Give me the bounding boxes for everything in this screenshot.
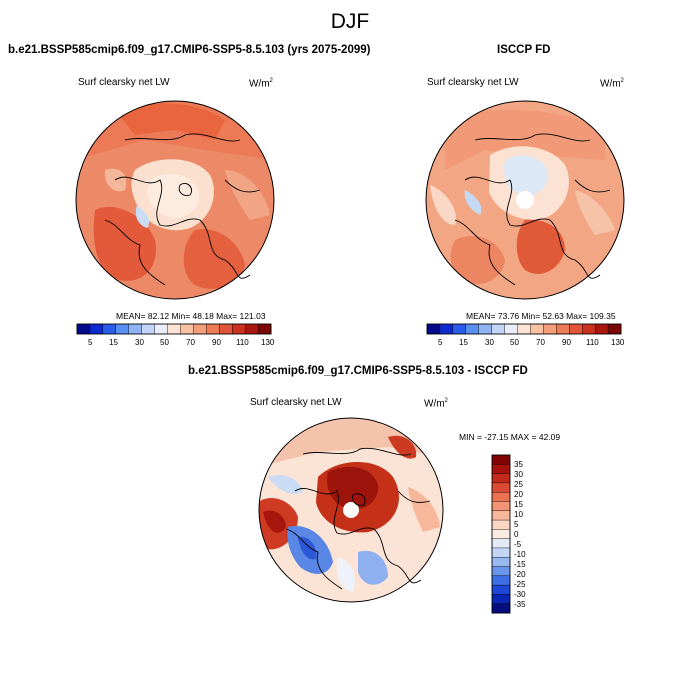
colorbar-swatch [89,323,104,335]
panel1-units: W/m2 [249,78,273,90]
colorbar-swatch [491,501,511,512]
panel1-polar-map [75,100,275,300]
panel3-colorbar [491,454,511,614]
cb2-tick: 110 [586,338,599,347]
cb3-tick: 25 [514,480,523,489]
colorbar-swatch [530,323,544,335]
panel2-stats: MEAN= 73.76 Min= 52.63 Max= 109.35 [466,311,616,321]
colorbar-swatch [491,603,511,614]
colorbar-swatch [452,323,467,335]
colorbar-swatch [607,323,622,335]
colorbar-swatch [491,323,505,335]
cb3-tick: 0 [514,530,519,539]
colorbar-swatch [257,323,272,335]
colorbar-swatch [491,482,511,493]
cb3-tick: -15 [514,560,526,569]
cb3-tick: -25 [514,580,526,589]
colorbar-swatch [102,323,117,335]
cb3-tick: -5 [514,540,522,549]
panel2-polar-map [425,100,625,300]
panel2-colorbar [426,323,622,335]
colorbar-swatch [128,323,143,335]
colorbar-swatch [76,323,91,335]
colorbar-swatch [141,323,155,335]
colorbar-swatch [193,323,207,335]
colorbar-swatch [154,323,168,335]
panel1-heading: b.e21.BSSP585cmip6.f09_g17.CMIP6-SSP5-8.… [8,44,371,56]
colorbar-swatch [556,323,570,335]
cb1-tick: 70 [186,338,195,347]
colorbar-swatch [206,323,220,335]
cb3-tick: 10 [514,510,523,519]
cb1-tick: 90 [212,338,221,347]
panel3-units: W/m2 [424,398,448,410]
colorbar-swatch [439,323,454,335]
colorbar-swatch [244,323,259,335]
cb2-tick: 130 [611,338,625,347]
figure-title: DJF [330,10,370,33]
cb2-tick: 5 [438,338,443,347]
colorbar-swatch [491,594,511,605]
colorbar-swatch [491,454,511,465]
colorbar-swatch [581,323,596,335]
panel3-heading: b.e21.BSSP585cmip6.f09_g17.CMIP6-SSP5-8.… [188,365,528,377]
cb2-tick: 50 [510,338,519,347]
cb3-tick: -20 [514,570,526,579]
colorbar-swatch [231,323,246,335]
cb3-tick: 35 [514,460,523,469]
cb2-tick: 70 [536,338,545,347]
colorbar-swatch [478,323,493,335]
colorbar-swatch [594,323,609,335]
panel3-polar-map [258,417,444,603]
cb3-tick: 30 [514,470,523,479]
colorbar-swatch [504,323,518,335]
colorbar-swatch [491,566,511,577]
cb2-tick: 30 [485,338,494,347]
panel1-field-label: Surf clearsky net LW [78,77,170,88]
cb1-tick: 130 [261,338,275,347]
colorbar-swatch [180,323,194,335]
cb3-tick: -35 [514,600,526,609]
cb1-tick: 110 [236,338,249,347]
colorbar-swatch [491,529,511,540]
colorbar-swatch [491,464,511,474]
cb3-tick: -30 [514,590,526,599]
colorbar-swatch [491,510,511,521]
cb3-tick: 5 [514,520,519,529]
panel3-stats: MIN = -27.15 MAX = 42.09 [459,432,561,442]
panel2-units: W/m2 [600,78,624,90]
colorbar-swatch [465,323,480,335]
panel2-heading: ISCCP FD [497,44,551,56]
colorbar-swatch [491,538,511,549]
panel2-field-label: Surf clearsky net LW [427,77,519,88]
colorbar-swatch [167,323,181,335]
cb3-tick: 20 [514,490,523,499]
cb1-tick: 30 [135,338,144,347]
cb1-tick: 5 [88,338,93,347]
cb1-tick: 50 [160,338,169,347]
colorbar-swatch [517,323,531,335]
cb3-tick: 15 [514,500,523,509]
colorbar-swatch [219,323,233,335]
colorbar-swatch [491,473,511,484]
colorbar-swatch [543,323,557,335]
panel1-stats: MEAN= 82.12 Min= 48.18 Max= 121.03 [116,311,266,321]
panel1-colorbar [76,323,272,335]
colorbar-swatch [491,491,511,502]
colorbar-swatch [491,519,511,530]
panel3-field-label: Surf clearsky net LW [250,397,342,408]
colorbar-swatch [491,584,511,595]
colorbar-swatch [491,557,511,567]
colorbar-swatch [426,323,441,335]
cb2-tick: 15 [459,338,468,347]
cb2-tick: 90 [562,338,571,347]
colorbar-swatch [491,547,511,558]
cb3-tick: -10 [514,550,526,559]
colorbar-swatch [569,323,583,335]
colorbar-swatch [491,575,511,586]
colorbar-swatch [115,323,130,335]
cb1-tick: 15 [109,338,118,347]
